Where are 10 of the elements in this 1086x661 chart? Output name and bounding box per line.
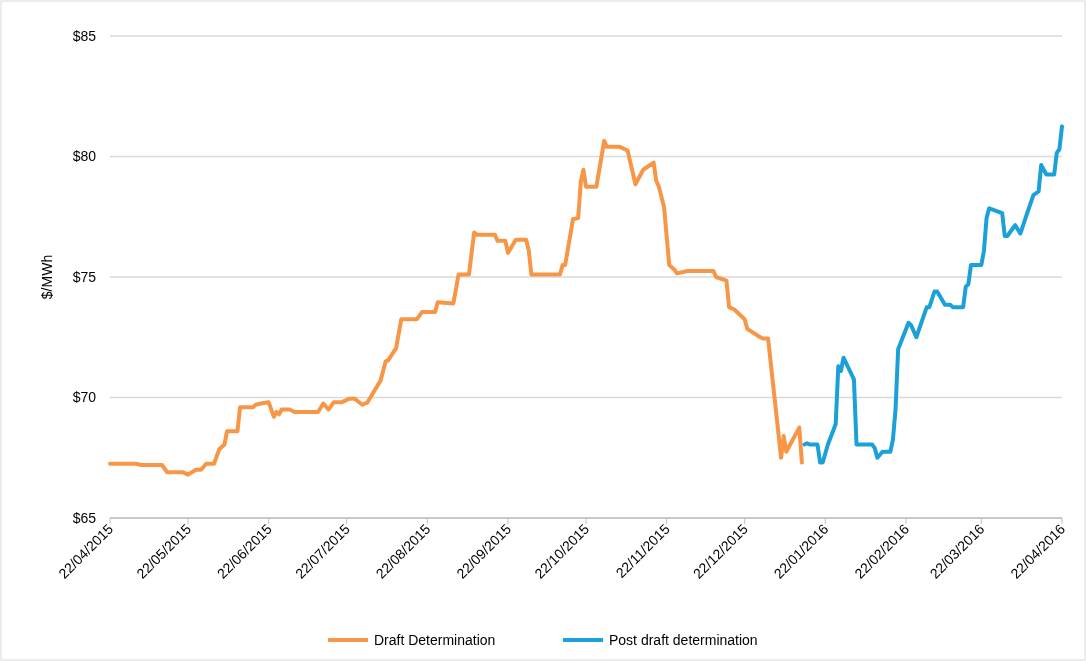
y-tick-label: $80: [72, 148, 97, 165]
y-tick-label: $65: [72, 509, 97, 526]
y-tick-label: $70: [72, 389, 97, 406]
y-tick-label: $75: [72, 268, 97, 285]
legend-label: Post draft determination: [609, 631, 758, 648]
y-tick-label: $85: [72, 27, 97, 44]
y-axis-title: $/MWh: [39, 254, 55, 300]
legend-label: Draft Determination: [374, 631, 496, 648]
line-series: [108, 138, 804, 477]
line-series: [802, 124, 1064, 465]
